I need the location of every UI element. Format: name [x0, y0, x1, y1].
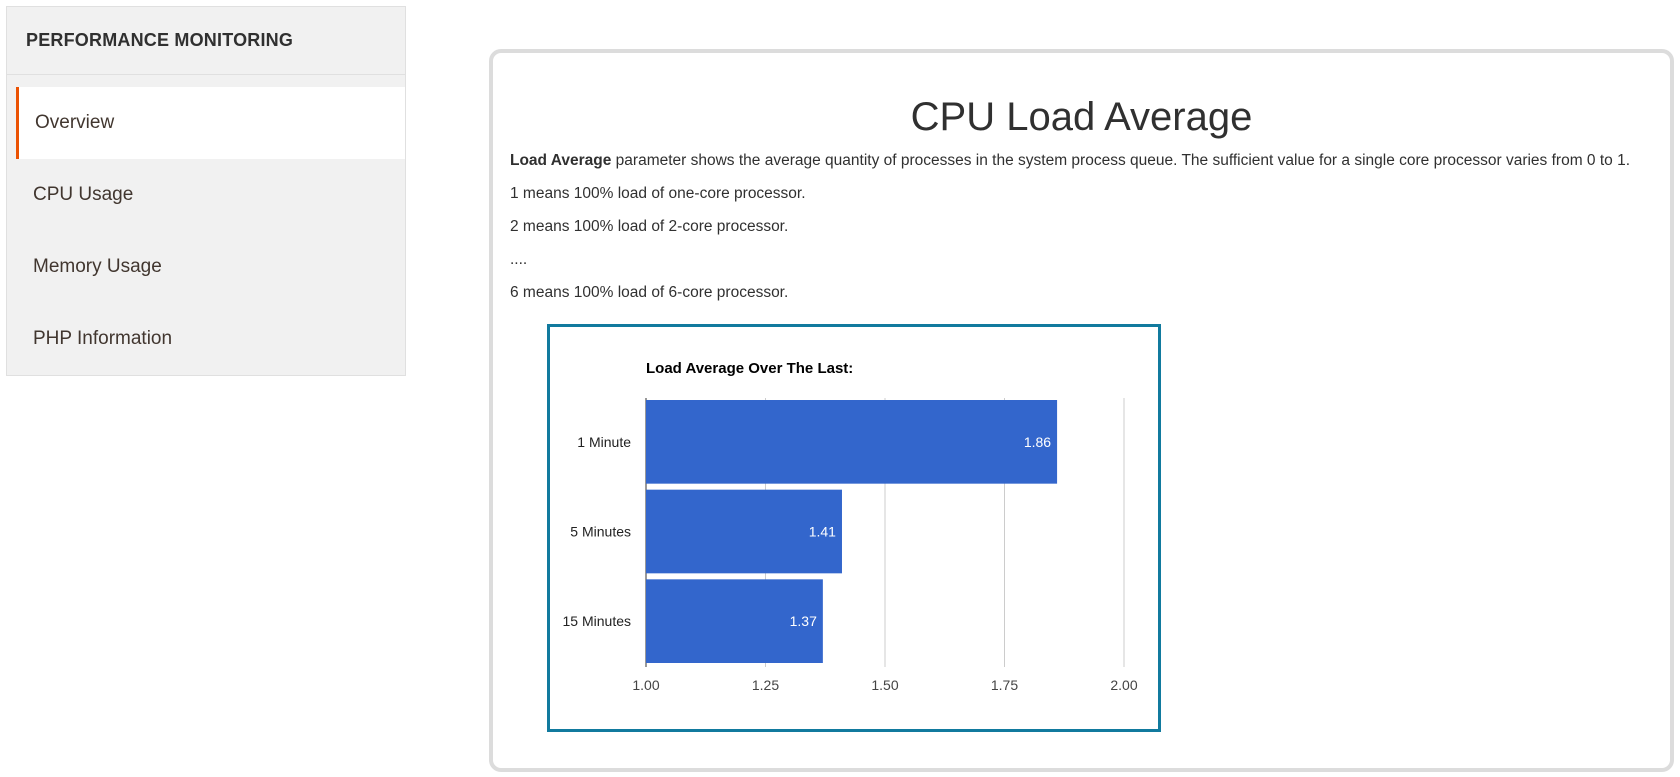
- sidebar-item-label: Memory Usage: [33, 256, 162, 277]
- x-tick-label: 1.25: [752, 677, 779, 693]
- sidebar-item-overview[interactable]: Overview: [16, 87, 405, 159]
- sidebar-divider: [6, 75, 406, 87]
- bar: [646, 400, 1058, 484]
- page-title: CPU Load Average: [910, 95, 1253, 139]
- intro-paragraph: Load Average parameter shows the average…: [510, 153, 1630, 186]
- bar: [646, 579, 823, 663]
- chart-title: Load Average Over The Last:: [646, 360, 853, 377]
- intro-bold: Load Average: [510, 152, 612, 169]
- category-label: 15 Minutes: [563, 613, 631, 629]
- x-tick-label: 1.75: [991, 677, 1018, 693]
- category-label: 5 Minutes: [570, 524, 631, 540]
- x-tick-label: 1.50: [871, 677, 898, 693]
- category-label: 1 Minute: [577, 434, 631, 450]
- description-line: 6 means 100% load of 6-core processor.: [510, 284, 789, 301]
- sidebar: PERFORMANCE MONITORING Overview CPU Usag…: [6, 6, 406, 376]
- description-line: 1 means 100% load of one-core processor.: [510, 185, 806, 202]
- sidebar-title: PERFORMANCE MONITORING: [6, 6, 406, 75]
- x-tick-label: 2.00: [1110, 677, 1137, 693]
- bar-value-label: 1.41: [809, 524, 836, 540]
- bar-value-label: 1.37: [790, 613, 817, 629]
- sidebar-menu: Overview CPU Usage Memory Usage PHP Info…: [6, 87, 406, 376]
- intro-text: parameter shows the average quantity of …: [611, 152, 1630, 169]
- sidebar-item-memory-usage[interactable]: Memory Usage: [7, 231, 405, 303]
- sidebar-item-php-information[interactable]: PHP Information: [7, 303, 405, 375]
- x-tick-label: 1.00: [632, 677, 659, 693]
- bar-value-label: 1.86: [1024, 434, 1051, 450]
- sidebar-item-cpu-usage[interactable]: CPU Usage: [7, 159, 405, 231]
- bar: [646, 489, 842, 574]
- description: Load Average parameter shows the average…: [510, 153, 1630, 318]
- description-line: 2 means 100% load of 2-core processor.: [510, 218, 789, 235]
- sidebar-item-label: Overview: [35, 112, 115, 133]
- content-panel: CPU Load Average Load Average parameter …: [489, 49, 1674, 772]
- sidebar-item-label: CPU Usage: [33, 184, 134, 205]
- description-line: ....: [510, 251, 528, 268]
- chart-canvas: Load Average Over The Last: 1.00 1.25 1.50 1…: [563, 360, 1138, 693]
- sidebar-item-label: PHP Information: [33, 328, 173, 349]
- load-average-chart: Load Average Over The Last: 1.00 1.25 1.50 1…: [547, 324, 1161, 732]
